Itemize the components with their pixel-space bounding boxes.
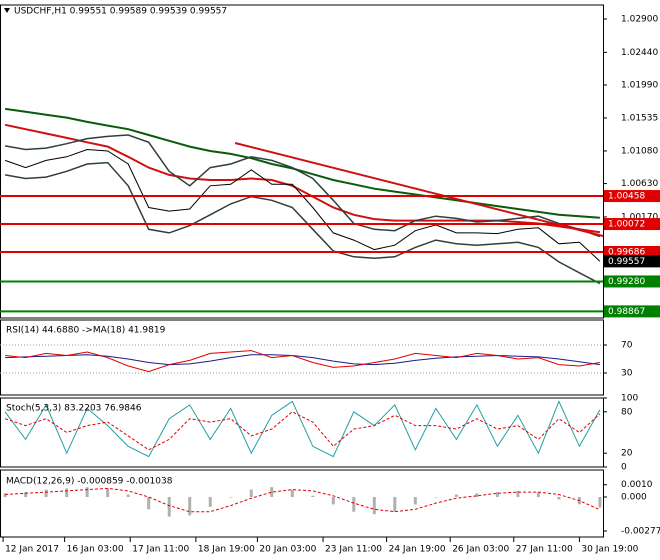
histogram-bar [434, 496, 438, 498]
y-tick-label: 1.02900 [621, 14, 658, 24]
chart-title: USDCHF,H1 0.99551 0.99589 0.99539 0.9955… [14, 7, 227, 17]
level-tag [604, 305, 660, 318]
y-tick-label: 1.02440 [621, 48, 658, 58]
histogram-bar [229, 496, 233, 498]
histogram-bar [44, 489, 48, 497]
y-tick-label: 80 [621, 407, 633, 417]
series-line [4, 411, 601, 451]
x-tick-label: 16 Jan 03:00 [67, 545, 124, 555]
x-tick-label: 27 Jan 11:00 [516, 545, 573, 555]
panel-frame [0, 4, 604, 319]
x-tick-label: 23 Jan 11:00 [325, 545, 382, 555]
histogram-bar [331, 496, 335, 505]
y-tick-label: 1.00170 [621, 212, 658, 222]
histogram-bar [495, 492, 499, 497]
level-label: 0.98867 [608, 307, 645, 317]
y-tick-label: 1.01535 [621, 113, 658, 123]
histogram-bar [475, 493, 479, 497]
level-label: 0.99280 [608, 277, 645, 287]
x-tick-label: 18 Jan 19:00 [198, 545, 255, 555]
series-line [5, 487, 601, 513]
histogram-bar [167, 496, 171, 517]
level-tag [604, 190, 660, 203]
x-tick-label: 24 Jan 19:00 [389, 545, 446, 555]
histogram-bar [454, 494, 458, 497]
histogram-bar [147, 496, 151, 510]
level-label: 1.00458 [608, 192, 645, 202]
histogram-bar [24, 492, 28, 497]
histogram-bar [126, 494, 130, 497]
histogram-bar [85, 487, 89, 497]
histogram-bar [352, 496, 356, 512]
histogram-bar [249, 489, 253, 497]
x-tick-label: 30 Jan 19:00 [581, 545, 638, 555]
histogram-bar [598, 496, 602, 508]
series-line [4, 161, 601, 285]
histogram-bar [372, 496, 376, 515]
series-line [4, 107, 600, 219]
y-tick-label: 1.01990 [621, 80, 658, 90]
trend-line [234, 142, 604, 237]
level-label: 1.00072 [608, 220, 645, 230]
y-tick-label: 20 [621, 449, 633, 459]
histogram-bar [208, 496, 212, 507]
histogram-bar [393, 496, 397, 512]
panel-frame [0, 469, 604, 538]
y-tick-label: 1.01080 [621, 146, 658, 156]
panel-frame [0, 319, 604, 396]
series-line [5, 350, 600, 373]
level-tag [604, 275, 660, 288]
y-tick-label: 0 [621, 463, 627, 473]
series-line [4, 134, 601, 238]
price-tag [604, 255, 660, 268]
panel-frame [0, 397, 604, 468]
level-tag [604, 246, 660, 259]
histogram-bar [290, 489, 294, 497]
y-tick-label: 100 [621, 394, 638, 404]
y-tick-label: 30 [621, 369, 633, 379]
histogram-bar [270, 487, 274, 497]
stoch-title: Stoch(5,3,3) 83.2203 76.9846 [6, 404, 142, 414]
histogram-bar [536, 492, 540, 497]
histogram-bar [516, 490, 520, 497]
y-tick-label: 0.0010 [621, 480, 653, 490]
x-tick-label: 17 Jan 11:00 [132, 545, 189, 555]
y-tick-label: 1.00630 [621, 179, 658, 189]
histogram-bar [188, 496, 192, 516]
histogram-bar [106, 488, 110, 497]
macd-title: MACD(12,26,9) -0.000859 -0.001038 [6, 477, 173, 487]
x-tick-label: 26 Jan 03:00 [452, 545, 509, 555]
price-label: 0.99557 [608, 257, 645, 267]
histogram-bar [311, 495, 315, 497]
level-tag [604, 218, 660, 231]
histogram-bar [557, 496, 561, 500]
level-label: 0.99686 [608, 248, 645, 258]
menu-arrow [4, 8, 10, 13]
y-tick-label: 0.000 [621, 492, 647, 502]
x-tick-label: 12 Jan 2017 [5, 545, 59, 555]
histogram-bar [65, 488, 69, 497]
rsi-title: RSI(14) 44.6880 ->MA(18) 41.9819 [6, 326, 166, 336]
y-tick-label: 70 [621, 341, 633, 351]
x-tick-label: 20 Jan 03:00 [259, 545, 316, 555]
histogram-bar [413, 496, 417, 505]
histogram-bar [3, 493, 7, 497]
